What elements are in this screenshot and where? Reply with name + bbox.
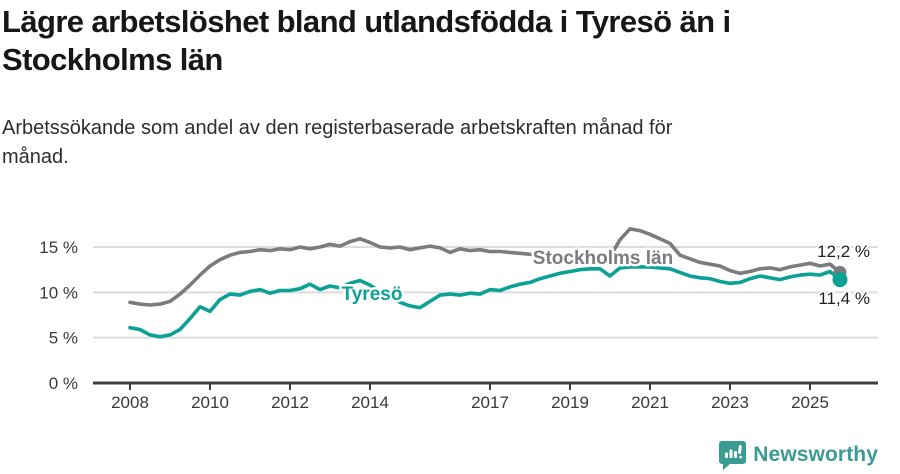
brand-footer: Newsworthy [719, 439, 878, 470]
x-tick-label: 2017 [471, 393, 509, 412]
y-tick-label: 10 % [39, 283, 78, 302]
brand-name: Newsworthy [753, 442, 878, 466]
series-label-stockholms-lan: Stockholms län [533, 248, 673, 269]
chart-subtitle: Arbetssökande som andel av den registerb… [2, 117, 673, 168]
chart-title: Lägre arbetslöshet bland utlandsfödda i … [2, 4, 731, 77]
y-tick-label: 15 % [39, 238, 78, 257]
y-tick-label: 0 % [49, 374, 78, 393]
series-line-stockholms-lan [128, 227, 842, 307]
y-tick-label: 5 % [49, 329, 78, 348]
x-tick-label: 2021 [631, 393, 669, 412]
x-tick-label: 2014 [351, 393, 389, 412]
x-tick-label: 2025 [791, 393, 829, 412]
end-dot-tyreso [832, 272, 848, 288]
series-label-tyreso: Tyresö [342, 284, 403, 305]
x-tick-label: 2008 [111, 393, 149, 412]
x-tick-label: 2019 [551, 393, 589, 412]
series-line-tyreso [128, 265, 842, 339]
x-tick-label: 2023 [711, 393, 749, 412]
end-label-stockholms-lan: 12,2 % [817, 242, 870, 261]
newsworthy-logo-icon [719, 441, 747, 470]
logo-barchart-glyph [725, 445, 743, 459]
x-tick-label: 2010 [191, 393, 229, 412]
end-label-tyreso: 11,4 % [818, 289, 870, 308]
x-tick-label: 2012 [271, 393, 309, 412]
